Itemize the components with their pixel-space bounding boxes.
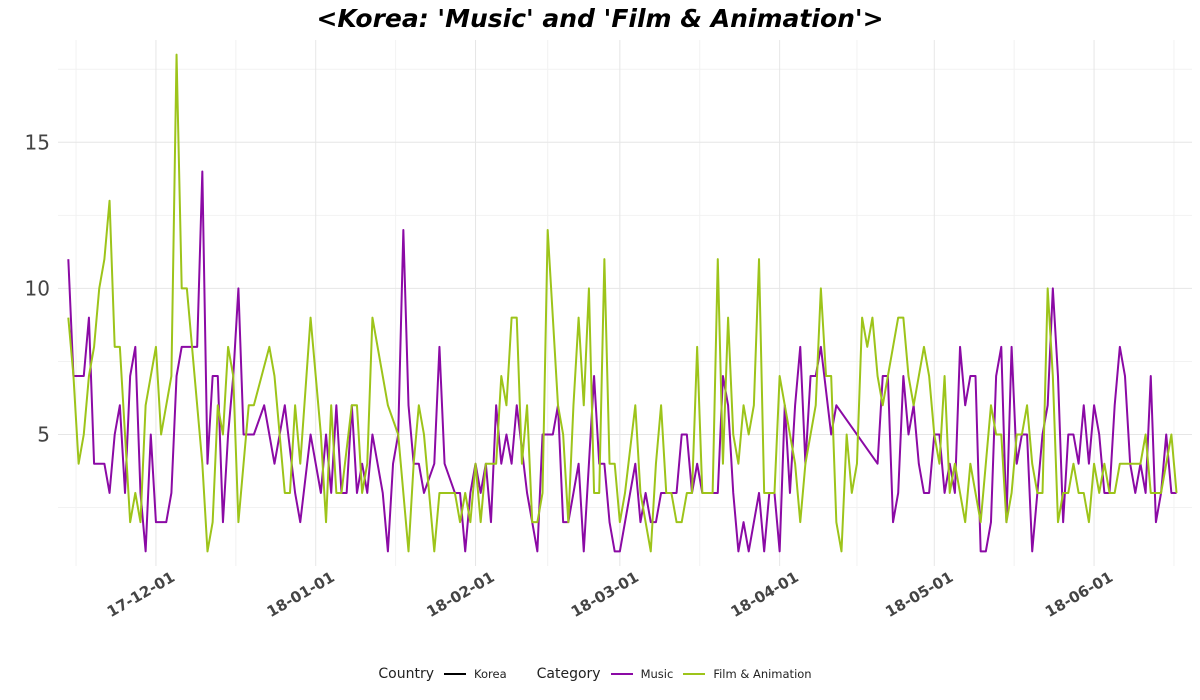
y-tick-label: 10 [25,276,50,300]
grid-major [58,40,1192,566]
grid-minor [58,40,1192,566]
x-tick-label: 18-04-01 [728,568,802,621]
x-tick-label: 18-02-01 [423,568,497,621]
x-tick-label: 17-12-01 [104,568,178,621]
series-line-film-animation [67,53,1178,553]
legend-label-korea: Korea [474,667,507,681]
legend-category-title: Category [536,666,601,682]
legend-key-korea [444,673,467,675]
x-tick-label: 18-05-01 [882,568,956,621]
x-axis-ticks: 17-12-01 18-01-01 18-02-01 18-03-01 18-04-01… [104,568,1116,621]
x-tick-label: 18-06-01 [1042,568,1116,621]
series-line-music [67,170,1177,553]
y-tick-label: 5 [37,423,50,447]
legend-country-title: Country [378,666,435,682]
x-tick-label: 18-03-01 [568,568,642,621]
series-layer [67,53,1178,553]
legend-key-film [683,673,706,675]
chart-title: <Korea: 'Music' and 'Film & Animation'> [316,4,884,33]
y-tick-label: 15 [25,130,50,154]
legend: Country Korea Category Music Film & Anim… [0,666,1200,682]
plot-area: 5 10 15 17-12-01 18-01-01 18-02-01 18-03-01 18… [25,40,1192,621]
x-tick-label: 18-01-01 [264,568,338,621]
legend-key-music [610,673,633,675]
legend-label-film: Film & Animation [713,667,812,681]
y-axis-ticks: 5 10 15 [25,130,50,446]
legend-label-music: Music [640,667,674,681]
